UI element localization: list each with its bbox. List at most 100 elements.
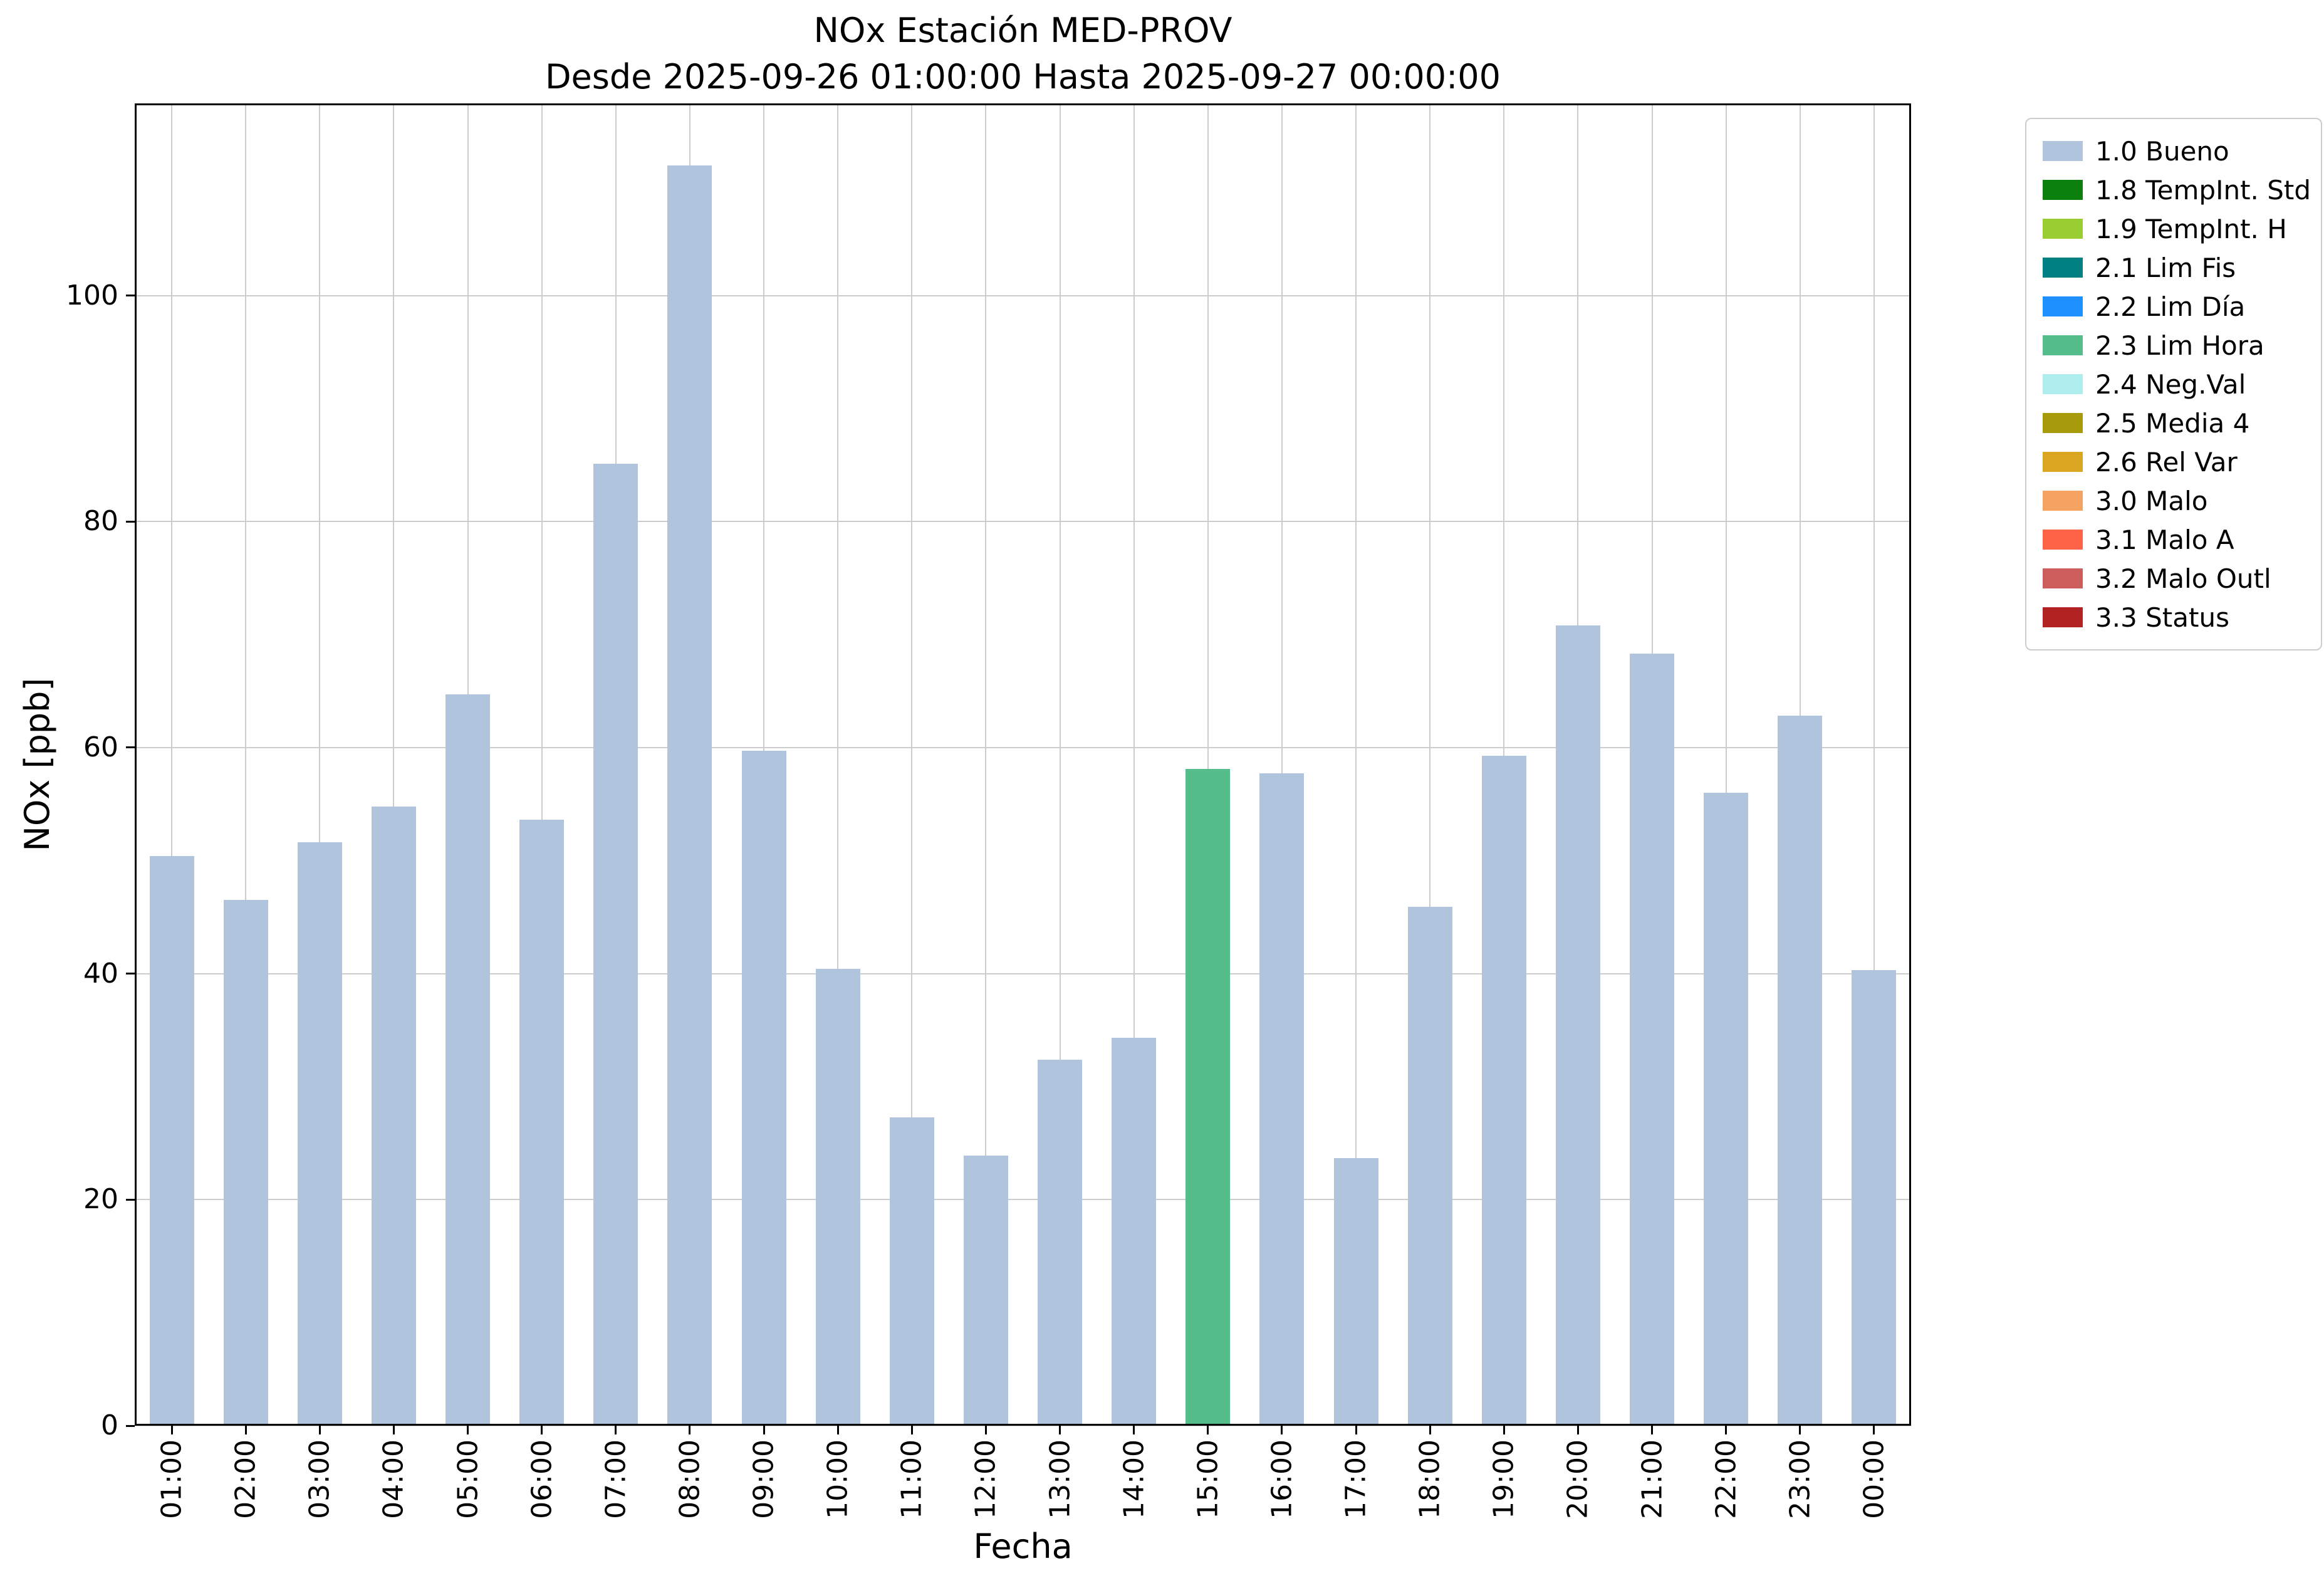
x-tick-mark <box>467 1426 469 1434</box>
legend-swatch <box>2043 452 2083 472</box>
x-tick-label: 12:00 <box>969 1439 1002 1519</box>
x-tick-label: 06:00 <box>526 1439 558 1519</box>
x-tick-label: 15:00 <box>1192 1439 1224 1519</box>
legend-swatch <box>2043 413 2083 433</box>
x-tick-mark <box>244 1426 247 1434</box>
x-tick-mark <box>910 1426 913 1434</box>
x-tick-mark <box>541 1426 543 1434</box>
v-gridline <box>985 103 987 1426</box>
y-axis-label: NOx [ppb] <box>18 677 57 852</box>
x-tick-mark <box>1873 1426 1875 1434</box>
bar <box>1555 625 1600 1426</box>
x-tick-label: 20:00 <box>1561 1439 1594 1519</box>
x-tick-label: 18:00 <box>1414 1439 1446 1519</box>
v-gridline <box>911 103 913 1426</box>
legend-label: 3.1 Malo A <box>2095 524 2234 555</box>
bar <box>1704 793 1749 1426</box>
x-tick-label: 03:00 <box>303 1439 336 1519</box>
bar <box>519 820 565 1426</box>
x-tick-mark <box>1503 1426 1505 1434</box>
x-tick-label: 09:00 <box>748 1439 780 1519</box>
legend-item: 3.1 Malo A <box>2043 520 2305 559</box>
legend-label: 2.1 Lim Fis <box>2095 252 2236 283</box>
x-tick-label: 11:00 <box>895 1439 928 1519</box>
y-tick-label: 20 <box>83 1183 118 1216</box>
y-tick-mark <box>126 746 135 749</box>
v-gridline <box>1355 103 1357 1426</box>
bar <box>223 900 268 1426</box>
x-tick-mark <box>763 1426 765 1434</box>
bar <box>889 1117 934 1426</box>
bar <box>1185 769 1231 1426</box>
legend-swatch <box>2043 568 2083 588</box>
h-gridline <box>135 521 1911 523</box>
x-tick-mark <box>1281 1426 1283 1434</box>
legend-item: 1.9 TempInt. H <box>2043 209 2305 248</box>
x-tick-label: 04:00 <box>377 1439 410 1519</box>
legend-label: 2.2 Lim Día <box>2095 291 2246 322</box>
bar <box>667 165 712 1426</box>
v-gridline <box>171 103 173 1426</box>
legend-swatch <box>2043 141 2083 161</box>
bar <box>1407 907 1452 1426</box>
h-gridline <box>135 746 1911 748</box>
x-tick-label: 05:00 <box>452 1439 484 1519</box>
bar <box>1112 1038 1157 1426</box>
v-gridline <box>1281 103 1283 1426</box>
x-tick-mark <box>1651 1426 1654 1434</box>
legend-swatch <box>2043 530 2083 550</box>
x-tick-label: 17:00 <box>1340 1439 1372 1519</box>
bar <box>741 751 786 1426</box>
legend-label: 1.0 Bueno <box>2095 135 2229 167</box>
x-tick-label: 02:00 <box>229 1439 262 1519</box>
bar <box>446 694 491 1426</box>
y-tick-mark <box>126 1198 135 1201</box>
legend-label: 2.3 Lim Hora <box>2095 330 2264 361</box>
v-gridline <box>393 103 395 1426</box>
h-gridline <box>135 973 1911 974</box>
x-tick-label: 21:00 <box>1636 1439 1669 1519</box>
legend-item: 3.3 Status <box>2043 598 2305 637</box>
x-tick-mark <box>1133 1426 1135 1434</box>
y-tick-mark <box>126 973 135 975</box>
y-tick-label: 40 <box>83 957 118 990</box>
bar <box>1333 1157 1378 1426</box>
legend-item: 1.0 Bueno <box>2043 132 2305 170</box>
x-tick-mark <box>1799 1426 1801 1434</box>
x-tick-mark <box>392 1426 395 1434</box>
chart-title-line1: NOx Estación MED-PROV <box>813 11 1232 50</box>
legend-swatch <box>2043 374 2083 394</box>
x-tick-label: 16:00 <box>1266 1439 1298 1519</box>
x-axis-label: Fecha <box>973 1527 1073 1566</box>
v-gridline <box>245 103 247 1426</box>
legend-item: 2.3 Lim Hora <box>2043 326 2305 365</box>
bar <box>1259 773 1305 1426</box>
y-tick-mark <box>126 1424 135 1427</box>
legend-item: 3.0 Malo <box>2043 481 2305 520</box>
legend-item: 1.8 TempInt. Std <box>2043 170 2311 209</box>
legend-swatch <box>2043 335 2083 355</box>
legend-swatch <box>2043 258 2083 278</box>
x-tick-label: 10:00 <box>821 1439 854 1519</box>
y-tick-label: 80 <box>83 505 118 538</box>
v-gridline <box>1725 103 1727 1426</box>
bar <box>1038 1059 1083 1426</box>
y-tick-label: 100 <box>66 279 118 311</box>
chart-title: NOx Estación MED-PROV Desde 2025-09-26 0… <box>135 8 1911 100</box>
legend-label: 1.9 TempInt. H <box>2095 213 2287 244</box>
h-gridline <box>135 1199 1911 1201</box>
legend-swatch <box>2043 180 2083 200</box>
x-tick-mark <box>1576 1426 1579 1434</box>
legend-swatch <box>2043 607 2083 627</box>
bar <box>149 856 194 1426</box>
v-gridline <box>837 103 839 1426</box>
legend-label: 3.3 Status <box>2095 602 2229 633</box>
x-tick-mark <box>318 1426 321 1434</box>
legend-label: 1.8 TempInt. Std <box>2095 174 2311 206</box>
bar <box>963 1155 1008 1426</box>
x-tick-label: 00:00 <box>1858 1439 1890 1519</box>
y-tick-label: 60 <box>83 731 118 763</box>
legend-item: 2.6 Rel Var <box>2043 442 2305 481</box>
x-tick-label: 08:00 <box>674 1439 706 1519</box>
